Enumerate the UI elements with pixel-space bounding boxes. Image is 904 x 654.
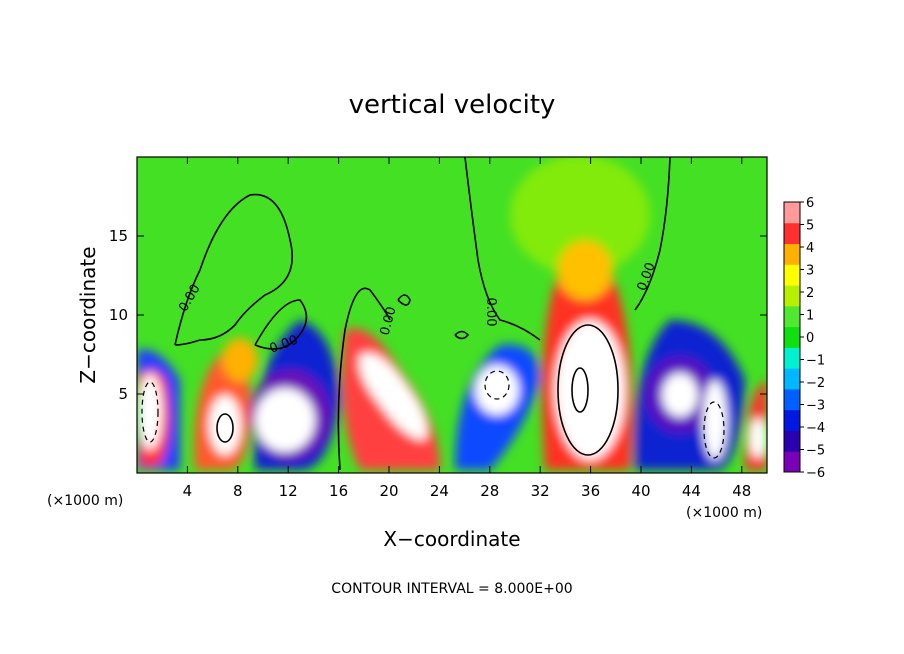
x-axis: 4 8 12 16 20 24 28 32 36 40 44 48 — [183, 157, 751, 500]
x-tick-label: 48 — [732, 482, 751, 500]
zero-contour-4 — [464, 157, 541, 341]
colorbar-segment — [784, 368, 800, 390]
colorbar-segment — [784, 243, 800, 265]
y-tick-label: 15 — [109, 227, 128, 245]
x-tick-label: 16 — [329, 482, 348, 500]
zero-contour-1 — [174, 193, 294, 346]
colorbar-segment — [784, 264, 800, 286]
colorbar-tick-label: 6 — [806, 196, 814, 211]
colorbar-tick-label: −2 — [806, 376, 825, 391]
colorbar-tick-label: −5 — [806, 444, 825, 459]
y-tick-label: 5 — [118, 385, 128, 403]
colorbar: 6 5 4 3 2 1 0 −1 −2 −3 −4 −5 −6 — [783, 196, 825, 481]
y-axis: 5 10 15 — [109, 227, 767, 403]
colorbar-tick-label: −4 — [806, 421, 825, 436]
colorbar-segment — [784, 305, 800, 328]
colorbar-segment — [784, 347, 800, 369]
x-tick-label: 24 — [430, 482, 449, 500]
contour-interval-note: CONTOUR INTERVAL = 8.000E+00 — [331, 581, 572, 597]
core-contour-2 — [216, 413, 234, 443]
y-axis-label: Z−coordinate — [76, 246, 100, 383]
upper-yellow-glow — [510, 157, 650, 275]
colorbar-segment — [784, 451, 800, 473]
x-tick-label: 4 — [183, 482, 193, 500]
zero-contour-7 — [454, 330, 470, 340]
x-unit-left: (×1000 m) — [47, 493, 123, 509]
zero-contour-2 — [254, 299, 308, 350]
colorbar-tick-label: −1 — [806, 354, 825, 369]
colorbar-tick-label: 0 — [806, 331, 814, 346]
updraft-yellow-4 — [557, 240, 613, 300]
zero-contour-5 — [634, 157, 671, 311]
plot-area: 0.00 0.00 0.00 0.00 0.00 — [136, 156, 768, 474]
colorbar-segment — [784, 222, 800, 245]
colorbar-tick-label: 2 — [806, 286, 814, 301]
colorbar-segment — [784, 326, 800, 348]
contour-label: 0.00 — [378, 305, 400, 337]
x-tick-label: 8 — [233, 482, 243, 500]
colorbar-tick-label: 3 — [806, 264, 814, 279]
updraft-yellow-2 — [222, 338, 258, 382]
colorbar-tick-label: 5 — [806, 219, 814, 234]
zero-contour-3 — [337, 287, 391, 471]
colorbar-segment — [784, 430, 800, 452]
x-tick-label: 12 — [279, 482, 298, 500]
core-contour-4 — [557, 324, 619, 456]
updraft-core-7 — [749, 418, 767, 458]
dashed-contour-6 — [703, 401, 725, 459]
x-unit-right: (×1000 m) — [686, 505, 762, 521]
colorbar-segment — [784, 202, 800, 224]
y-tick-label: 10 — [109, 306, 128, 324]
x-tick-label: 40 — [631, 482, 650, 500]
downdraft-core-3 — [475, 365, 519, 415]
x-tick-label: 36 — [581, 482, 600, 500]
updraft-core-2 — [209, 395, 241, 455]
contour-lines — [174, 157, 671, 471]
updraft-core-6 — [703, 380, 727, 460]
dashed-contour-1 — [141, 381, 159, 443]
colorbar-segment — [784, 409, 800, 431]
colorbar-tick-label: 1 — [806, 309, 814, 324]
x-tick-label: 32 — [531, 482, 550, 500]
downdraft-core-2 — [255, 388, 315, 452]
dashed-contours — [141, 370, 725, 459]
x-tick-label: 44 — [682, 482, 701, 500]
x-tick-label: 20 — [379, 482, 398, 500]
colorbar-tick-label: 4 — [806, 241, 814, 256]
field-layer: 0.00 0.00 0.00 0.00 0.00 — [137, 157, 767, 471]
colorbar-segment — [784, 388, 800, 411]
downdraft-core-5 — [662, 373, 698, 417]
colorbar-tick-label: −3 — [806, 399, 825, 414]
dashed-contour-3 — [484, 370, 510, 400]
zero-contour-6 — [397, 294, 411, 306]
updraft-core-3 — [359, 353, 427, 440]
colorbar-tick-label: −6 — [806, 466, 825, 481]
chart-title: vertical velocity — [349, 90, 556, 120]
core-contour-4-inner — [571, 367, 589, 413]
updraft-core-4 — [555, 320, 625, 460]
x-tick-label: 28 — [480, 482, 499, 500]
x-axis-label: X−coordinate — [383, 527, 520, 551]
colorbar-segment — [784, 285, 800, 307]
contour-label: 0.00 — [483, 298, 498, 327]
